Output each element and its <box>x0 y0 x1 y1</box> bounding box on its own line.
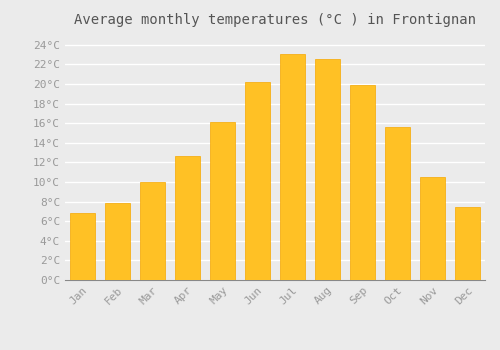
Bar <box>316 58 340 280</box>
Bar <box>210 122 235 280</box>
Bar <box>140 182 165 280</box>
Bar <box>176 155 200 280</box>
Title: Average monthly temperatures (°C ) in Frontignan: Average monthly temperatures (°C ) in Fr… <box>74 13 476 27</box>
Bar <box>280 54 305 280</box>
Bar <box>70 214 95 280</box>
Bar <box>245 82 270 280</box>
Bar <box>385 127 410 280</box>
Bar <box>350 85 375 280</box>
Bar <box>105 203 130 280</box>
Bar <box>420 177 445 280</box>
Bar <box>455 208 480 280</box>
